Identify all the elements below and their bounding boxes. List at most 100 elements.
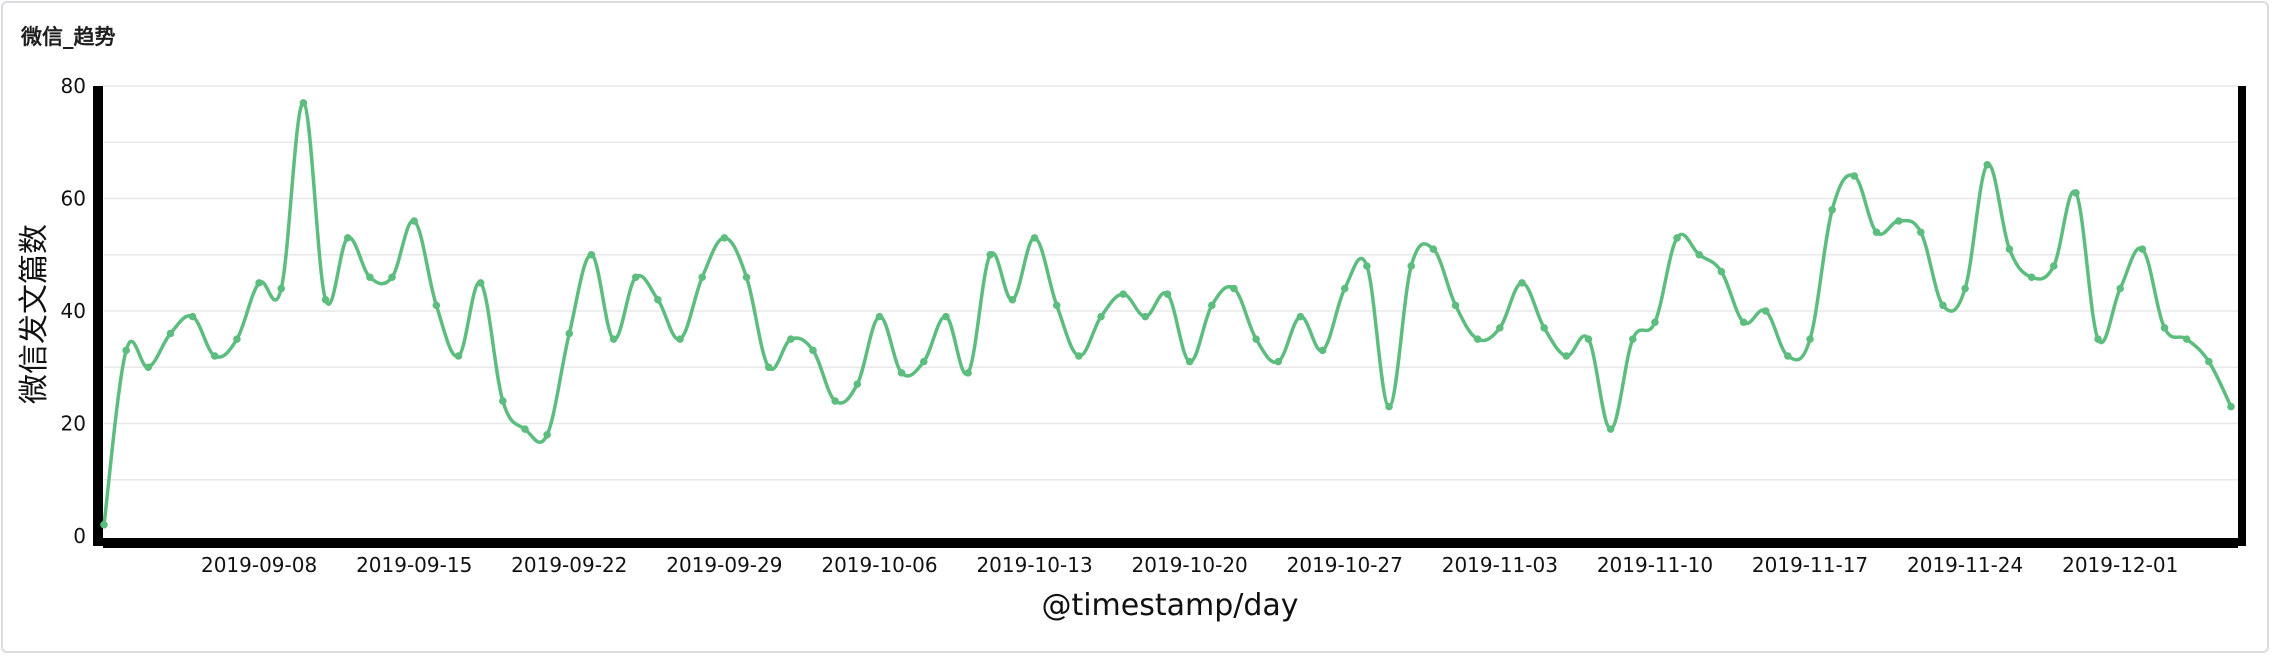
data-point[interactable] xyxy=(2116,284,2125,293)
data-point[interactable] xyxy=(787,335,795,343)
data-point[interactable] xyxy=(543,430,551,439)
data-point[interactable] xyxy=(144,363,153,372)
data-point[interactable] xyxy=(2072,189,2080,197)
data-point[interactable] xyxy=(1961,284,1969,293)
data-point[interactable] xyxy=(1717,267,1726,276)
data-point[interactable] xyxy=(1983,160,1992,169)
data-point[interactable] xyxy=(210,352,219,360)
data-point[interactable] xyxy=(188,312,197,321)
data-point[interactable] xyxy=(1894,217,1903,225)
data-point[interactable] xyxy=(2160,324,2169,332)
data-point[interactable] xyxy=(1208,301,1216,310)
data-point[interactable] xyxy=(366,273,374,282)
data-point[interactable] xyxy=(277,284,286,293)
data-point[interactable] xyxy=(654,295,662,304)
data-point[interactable] xyxy=(233,335,241,343)
data-point[interactable] xyxy=(1496,324,1504,332)
data-point[interactable] xyxy=(1385,402,1393,411)
data-point[interactable] xyxy=(1761,307,1770,315)
data-point[interactable] xyxy=(1097,312,1105,321)
data-point[interactable] xyxy=(1119,290,1127,298)
data-point[interactable] xyxy=(1363,262,1371,270)
data-point[interactable] xyxy=(1230,284,1238,293)
data-point[interactable] xyxy=(919,357,928,366)
data-point[interactable] xyxy=(1584,335,1593,343)
data-point[interactable] xyxy=(1739,318,1748,327)
data-point[interactable] xyxy=(432,301,441,310)
data-point[interactable] xyxy=(1784,352,1792,360)
data-point[interactable] xyxy=(1075,352,1083,360)
data-point[interactable] xyxy=(2205,357,2213,366)
y-tick-label: 60 xyxy=(61,187,86,211)
data-point[interactable] xyxy=(1163,290,1172,298)
data-point[interactable] xyxy=(1340,284,1349,293)
data-point[interactable] xyxy=(809,346,817,355)
data-point[interactable] xyxy=(831,397,839,405)
data-point[interactable] xyxy=(853,380,862,388)
data-point[interactable] xyxy=(1628,335,1637,343)
data-point[interactable] xyxy=(1141,312,1150,321)
data-point[interactable] xyxy=(388,273,396,282)
data-point[interactable] xyxy=(1695,250,1704,259)
data-point[interactable] xyxy=(1850,172,1859,180)
data-point[interactable] xyxy=(2182,335,2191,343)
data-point[interactable] xyxy=(1562,352,1571,360)
data-point[interactable] xyxy=(2027,273,2036,282)
data-point[interactable] xyxy=(1008,295,1017,304)
data-point[interactable] xyxy=(742,273,751,282)
data-point[interactable] xyxy=(698,273,707,282)
data-point[interactable] xyxy=(676,335,684,343)
data-point[interactable] xyxy=(521,425,529,433)
data-point[interactable] xyxy=(255,279,263,287)
data-point[interactable] xyxy=(499,397,507,405)
data-point[interactable] xyxy=(1429,245,1438,253)
data-point[interactable] xyxy=(166,329,175,338)
data-point[interactable] xyxy=(1540,324,1548,332)
data-point[interactable] xyxy=(1651,318,1659,327)
data-point[interactable] xyxy=(964,369,972,377)
data-point[interactable] xyxy=(1451,301,1460,310)
data-point[interactable] xyxy=(1185,357,1194,366)
data-point[interactable] xyxy=(1872,228,1881,237)
data-point[interactable] xyxy=(875,312,884,321)
data-point[interactable] xyxy=(986,250,995,259)
data-point[interactable] xyxy=(1828,205,1836,214)
data-point[interactable] xyxy=(476,279,485,287)
data-point[interactable] xyxy=(609,335,618,343)
axes xyxy=(93,86,2246,548)
x-tick-label: 2019-12-01 xyxy=(2062,553,2178,577)
data-point[interactable] xyxy=(720,234,729,242)
data-point[interactable] xyxy=(1518,279,1526,287)
data-point[interactable] xyxy=(942,312,950,321)
data-point[interactable] xyxy=(100,520,108,529)
data-point[interactable] xyxy=(1407,262,1416,270)
data-point[interactable] xyxy=(122,346,130,355)
data-point[interactable] xyxy=(343,234,352,242)
data-point[interactable] xyxy=(1296,312,1305,321)
data-point[interactable] xyxy=(1052,301,1061,310)
data-point[interactable] xyxy=(299,99,308,107)
data-point[interactable] xyxy=(2049,262,2058,270)
data-point[interactable] xyxy=(1274,357,1283,366)
data-point[interactable] xyxy=(2227,402,2235,411)
data-point[interactable] xyxy=(2094,335,2102,343)
data-point[interactable] xyxy=(1917,228,1925,237)
data-point[interactable] xyxy=(2138,245,2147,253)
data-point[interactable] xyxy=(1606,425,1615,433)
data-point[interactable] xyxy=(565,329,574,338)
data-point[interactable] xyxy=(587,250,596,259)
data-point[interactable] xyxy=(1030,234,1039,242)
data-point[interactable] xyxy=(1673,234,1681,242)
data-point[interactable] xyxy=(2005,245,2014,253)
data-point[interactable] xyxy=(1318,346,1327,355)
data-point[interactable] xyxy=(1806,335,1814,343)
data-point[interactable] xyxy=(764,363,773,372)
data-point[interactable] xyxy=(1473,335,1482,343)
data-point[interactable] xyxy=(321,295,330,304)
data-point[interactable] xyxy=(1252,335,1260,343)
data-point[interactable] xyxy=(454,352,463,360)
data-point[interactable] xyxy=(410,217,418,225)
data-point[interactable] xyxy=(897,369,906,377)
data-point[interactable] xyxy=(631,273,640,282)
data-point[interactable] xyxy=(1939,301,1947,310)
